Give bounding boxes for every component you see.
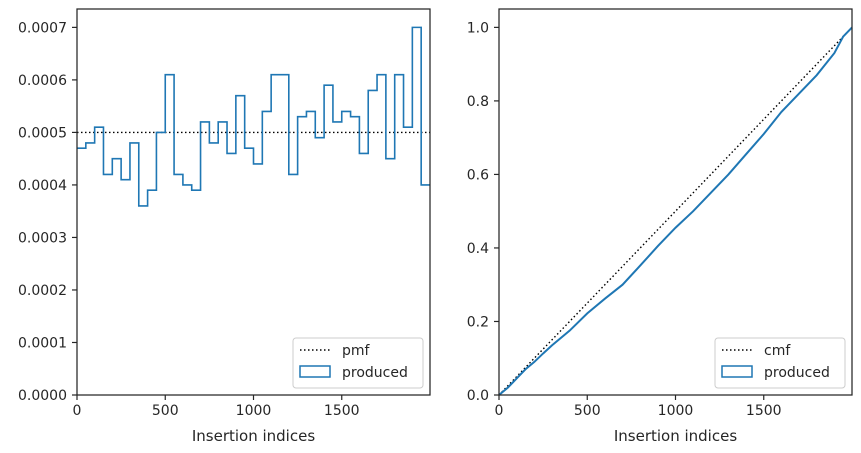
right-cmf-line	[498, 26, 853, 396]
right-chart: 0 500 1000 1500 0.0 0.2 0.4 0.6 0.8 1.0 Insertio…	[467, 8, 853, 445]
left-legend-produced-label: produced	[342, 365, 408, 381]
x-tick-label: 500	[152, 403, 179, 419]
right-x-ticks: 0 500 1000 1500	[495, 395, 782, 419]
y-tick-label: 0.8	[467, 94, 489, 110]
y-tick-label: 0.4	[467, 241, 489, 257]
x-tick-label: 1500	[324, 403, 360, 419]
left-chart: 0 500 1000 1500 0.00000.00010.00020.00030.0…	[18, 8, 431, 445]
y-tick-label: 0.0000	[18, 388, 67, 404]
y-tick-label: 0.0006	[18, 73, 67, 89]
left-produced-step	[77, 26, 430, 207]
y-tick-label: 0.0005	[18, 125, 67, 141]
left-plot-area	[77, 9, 430, 395]
left-x-axis-label: Insertion indices	[192, 427, 315, 445]
y-tick-label: 0.0	[467, 388, 489, 404]
y-tick-label: 0.6	[467, 167, 489, 183]
right-plot-area	[499, 9, 852, 395]
right-produced-line	[498, 26, 853, 396]
y-tick-label: 0.2	[467, 314, 489, 330]
y-tick-label: 0.0002	[18, 283, 67, 299]
left-y-ticks: 0.0000 0.0001 0.0002 0.0003 0.0004 0.0005 0.00…	[18, 20, 77, 404]
left-axes-frame	[76, 8, 431, 396]
y-tick-label: 0.0003	[18, 230, 67, 246]
y-tick-label: 0.0001	[18, 335, 67, 351]
right-legend-produced-label: produced	[764, 365, 830, 381]
right-axes-frame	[498, 8, 853, 396]
right-legend: cmf produced	[714, 337, 846, 389]
x-tick-label: 500	[574, 403, 601, 419]
left-legend-produced-swatch	[299, 365, 331, 378]
x-tick-label: 0	[73, 403, 82, 419]
x-tick-label: 0	[495, 403, 504, 419]
x-tick-label: 1000	[236, 403, 272, 419]
y-tick-label: 1.0	[467, 20, 489, 36]
y-tick-label: 0.0007	[18, 20, 67, 36]
x-tick-label: 1000	[658, 403, 694, 419]
right-legend-cmf-label: cmf	[764, 343, 791, 359]
y-tick-label: 0.0004	[18, 178, 67, 194]
left-x-ticks: 0 500 1000 1500	[73, 395, 360, 419]
left-legend: pmf produced	[292, 337, 424, 389]
x-tick-label: 1500	[746, 403, 782, 419]
left-legend-pmf-label: pmf	[342, 343, 371, 359]
right-y-ticks: 0.0 0.2 0.4 0.6 0.8 1.0	[467, 20, 499, 404]
right-x-axis-label: Insertion indices	[614, 427, 737, 445]
right-legend-produced-swatch	[721, 365, 753, 378]
